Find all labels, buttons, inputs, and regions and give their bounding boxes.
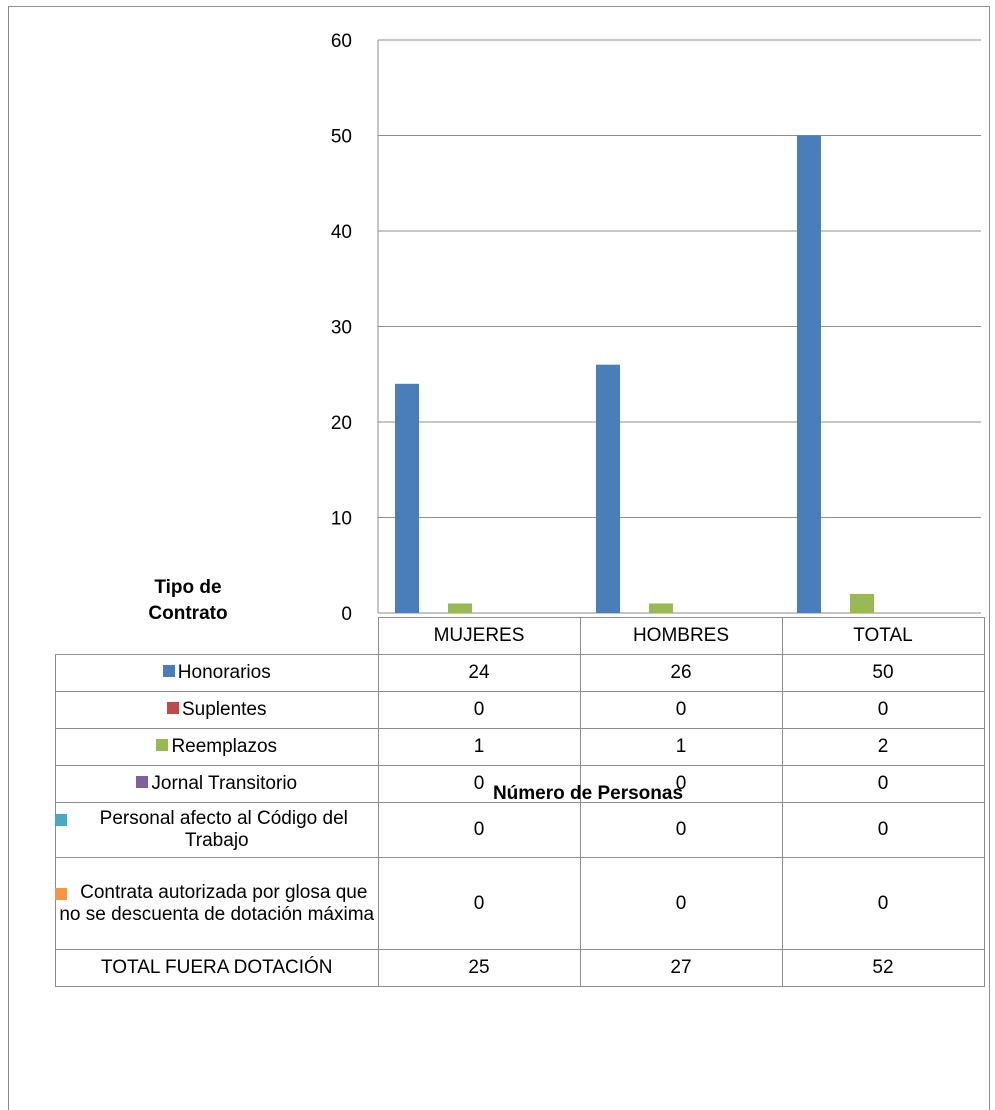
chart-frame xyxy=(8,6,990,1110)
table-corner xyxy=(55,617,379,655)
series-label: Reemplazos xyxy=(55,728,379,766)
series-label: Personal afecto al Código del Trabajo xyxy=(55,802,379,858)
y-tick-label: 40 xyxy=(331,222,352,243)
data-label: 0 xyxy=(781,691,985,729)
bar-reemplazos-hombres xyxy=(649,603,673,613)
series-label: Jornal Transitorio xyxy=(55,765,379,803)
series-label: Contrata autorizada por glosa que no se … xyxy=(55,857,379,950)
table-total-row: TOTAL FUERA DOTACIÓN 25 27 52 xyxy=(55,949,985,987)
data-label: 0 xyxy=(781,857,985,950)
data-label: 26 xyxy=(579,654,783,692)
series-name: Jornal Transitorio xyxy=(151,773,298,794)
data-label: 24 xyxy=(377,654,581,692)
series-label: Honorarios xyxy=(55,654,379,692)
bar-honorarios-mujeres xyxy=(395,383,419,613)
category-label: MUJERES xyxy=(377,617,581,655)
legend-key-icon xyxy=(136,775,149,788)
table-row: Jornal Transitorio 0 0 0 xyxy=(55,765,985,803)
data-label: 0 xyxy=(377,691,581,729)
data-label: 50 xyxy=(781,654,985,692)
category-label: HOMBRES xyxy=(579,617,783,655)
data-label: 0 xyxy=(377,802,581,858)
bar-honorarios-hombres xyxy=(596,364,620,613)
legend-key-icon xyxy=(166,701,179,714)
series-label: Suplentes xyxy=(55,691,379,729)
bar-reemplazos-mujeres xyxy=(448,603,472,613)
legend-key-icon xyxy=(55,887,67,900)
y-tick-label: 50 xyxy=(331,127,352,148)
data-label: 0 xyxy=(579,802,783,858)
table-row: Honorarios 24 26 50 xyxy=(55,654,985,692)
y-tick-label: 0 xyxy=(341,604,352,625)
total-value: 27 xyxy=(579,949,783,987)
data-label: 0 xyxy=(579,691,783,729)
bar-reemplazos-total xyxy=(850,593,874,613)
data-label: 1 xyxy=(579,728,783,766)
table-header-row: MUJERES HOMBRES TOTAL xyxy=(55,617,985,655)
legend-key-icon xyxy=(55,814,67,826)
legend-key-icon xyxy=(156,738,169,751)
series-name: Honorarios xyxy=(177,662,271,683)
chart-plot: 0 10 20 30 40 50 60 xyxy=(331,31,981,625)
total-value: 25 xyxy=(377,949,581,987)
data-label: 1 xyxy=(377,728,581,766)
y-tick-label: 20 xyxy=(331,413,352,434)
table-row: Reemplazos 1 1 2 xyxy=(55,728,985,766)
y-tick-label: 60 xyxy=(331,31,352,52)
table-row: Suplentes 0 0 0 xyxy=(55,691,985,729)
data-label: 2 xyxy=(781,728,985,766)
data-table: MUJERES HOMBRES TOTAL Honorarios 24 26 50 Suple… xyxy=(55,617,985,987)
bar-honorarios-total xyxy=(797,135,821,613)
data-label: 0 xyxy=(781,802,985,858)
y-tick-label: 10 xyxy=(331,509,352,530)
total-row-label: TOTAL FUERA DOTACIÓN xyxy=(55,949,379,987)
legend-key-icon xyxy=(162,664,175,677)
series-name: Personal afecto al Código del Trabajo xyxy=(99,808,348,851)
series-name: Contrata autorizada por glosa que no se … xyxy=(59,881,375,925)
category-label: TOTAL xyxy=(781,617,985,655)
table-row: Personal afecto al Código del Trabajo 0 0 0 xyxy=(55,802,985,858)
series-name: Suplentes xyxy=(181,699,267,720)
data-label: 0 xyxy=(579,857,783,950)
data-label: 0 xyxy=(377,857,581,950)
x-axis-title: Número de Personas xyxy=(492,783,684,804)
total-value: 52 xyxy=(781,949,985,987)
table-row: Contrata autorizada por glosa que no se … xyxy=(55,857,985,950)
series-name: Reemplazos xyxy=(171,736,278,757)
data-label: 0 xyxy=(781,765,985,803)
data-label: 0 xyxy=(579,765,783,803)
y-tick-label: 30 xyxy=(331,318,352,339)
